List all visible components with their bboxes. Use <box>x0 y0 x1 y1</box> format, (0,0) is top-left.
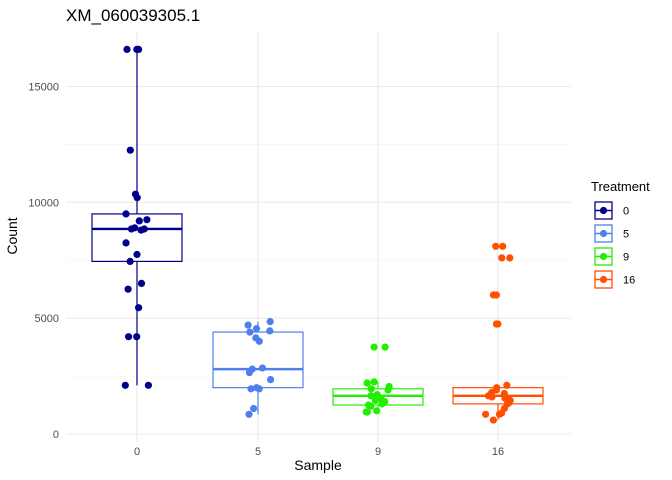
data-point <box>250 404 258 413</box>
data-point <box>252 325 261 333</box>
y-axis-title: Count <box>4 217 20 254</box>
y-tick-label: 5000 <box>35 313 59 325</box>
data-point <box>488 393 496 401</box>
data-point <box>143 216 151 224</box>
data-point <box>373 407 381 415</box>
data-point <box>492 242 500 250</box>
legend: Treatment 0 5 9 16 <box>591 179 650 289</box>
data-point <box>267 376 275 384</box>
data-point <box>506 254 514 262</box>
data-point <box>363 379 371 387</box>
y-tick-label: 0 <box>53 429 59 441</box>
data-point <box>133 194 141 202</box>
x-tick-label: 9 <box>375 446 381 458</box>
data-point <box>133 333 141 341</box>
x-tick-label: 0 <box>134 446 140 458</box>
data-point <box>144 381 152 389</box>
data-point <box>246 328 254 336</box>
data-point <box>370 378 378 386</box>
data-point <box>258 364 267 372</box>
data-point <box>499 242 507 250</box>
data-point <box>378 400 386 408</box>
data-point <box>503 381 511 389</box>
data-point <box>127 225 135 233</box>
data-point <box>482 410 490 418</box>
x-axis-ticks: 0 5 9 16 <box>134 446 504 458</box>
data-point <box>125 333 133 341</box>
data-point <box>370 343 378 351</box>
legend-key-9 <box>594 247 613 266</box>
data-point <box>371 396 379 404</box>
data-point <box>244 321 252 329</box>
data-point <box>492 320 500 328</box>
legend-title: Treatment <box>591 179 650 194</box>
data-point <box>126 146 134 154</box>
data-point <box>124 285 132 293</box>
legend-label: 0 <box>623 206 629 218</box>
x-axis-title: Sample <box>294 457 342 473</box>
legend-key-point <box>599 229 608 238</box>
data-point <box>137 279 146 287</box>
data-point <box>122 210 130 218</box>
data-point <box>266 327 274 335</box>
legend-key-point <box>599 275 608 284</box>
data-point <box>266 318 274 326</box>
data-point <box>245 410 253 418</box>
data-point <box>489 416 497 424</box>
data-point <box>367 402 375 410</box>
chart-title: XM_060039305.1 <box>66 6 200 25</box>
data-point <box>255 385 263 393</box>
legend-label: 16 <box>623 275 635 287</box>
data-point <box>495 410 503 418</box>
y-axis-ticks: 0 5000 10000 15000 <box>28 81 59 441</box>
data-point <box>245 369 253 377</box>
legend-key-point <box>599 252 608 261</box>
data-point <box>247 385 255 393</box>
data-point <box>384 386 392 394</box>
data-point <box>381 343 389 351</box>
y-tick-label: 15000 <box>28 81 59 93</box>
legend-key-0 <box>594 201 613 220</box>
data-point <box>126 257 134 265</box>
data-point <box>367 392 375 400</box>
points-layer <box>121 45 514 424</box>
data-point <box>135 304 143 312</box>
legend-key-point <box>599 206 608 215</box>
data-point <box>362 408 370 416</box>
data-point <box>492 291 500 299</box>
legend-label: 5 <box>623 229 629 241</box>
x-tick-label: 16 <box>492 446 504 458</box>
data-point <box>135 45 143 54</box>
data-point <box>255 337 263 345</box>
data-point <box>135 217 143 225</box>
data-point <box>137 226 145 234</box>
legend-label: 9 <box>623 252 629 264</box>
y-tick-label: 10000 <box>28 197 59 209</box>
data-point <box>133 250 141 259</box>
data-point <box>367 385 375 393</box>
legend-key-16 <box>594 270 613 289</box>
data-point <box>498 254 506 262</box>
data-point <box>122 239 130 247</box>
data-point <box>123 45 131 54</box>
x-tick-label: 5 <box>255 446 261 458</box>
data-point <box>121 381 129 389</box>
legend-key-5 <box>594 224 613 243</box>
